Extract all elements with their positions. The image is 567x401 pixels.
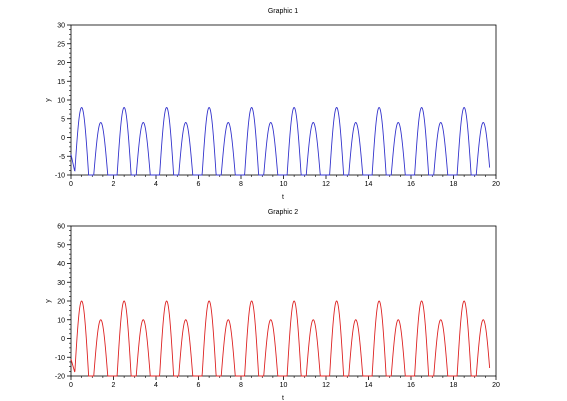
y-tick-label: 50 xyxy=(57,242,65,249)
x-tick-label: 6 xyxy=(197,382,201,389)
chart-title: Graphic 1 xyxy=(268,8,298,15)
plot-frame xyxy=(70,24,497,176)
x-tick-label: 16 xyxy=(407,382,415,389)
x-tick-label: 8 xyxy=(239,382,243,389)
y-tick-label: -20 xyxy=(55,374,65,381)
y-tick-label: 0 xyxy=(61,135,65,142)
y-tick-label: -10 xyxy=(55,173,65,180)
x-tick-label: 8 xyxy=(239,181,243,188)
axes xyxy=(70,24,497,176)
y-axis-label: y xyxy=(45,98,52,102)
y-tick-label: -5 xyxy=(59,154,65,161)
axes xyxy=(70,225,497,377)
x-tick-label: 14 xyxy=(365,382,373,389)
y-tick-label: 10 xyxy=(57,317,65,324)
y-tick-label: -10 xyxy=(55,355,65,362)
ticks: 0 2 4 6 8 10 12 14 16 18 20 -10 -5 0 5 10 15 20 25 30 xyxy=(55,23,500,189)
chart-panel-graphic-1: Graphic 1 t y 0 2 4 6 8 10 12 14 16 18 20 -10 -5 0 5 10… xyxy=(45,8,500,201)
x-tick-label: 6 xyxy=(197,181,201,188)
x-axis-label: t xyxy=(282,395,284,401)
x-tick-label: 12 xyxy=(322,382,330,389)
x-tick-label: 0 xyxy=(69,382,73,389)
y-tick-label: 5 xyxy=(61,116,65,123)
y-tick-label: 30 xyxy=(57,23,65,30)
x-tick-label: 14 xyxy=(365,181,373,188)
x-tick-label: 4 xyxy=(154,382,158,389)
y-tick-label: 15 xyxy=(57,79,65,86)
plot-frame xyxy=(70,225,497,377)
x-tick-label: 18 xyxy=(450,382,458,389)
series xyxy=(70,106,491,176)
x-tick-label: 2 xyxy=(112,382,116,389)
chart-title: Graphic 2 xyxy=(268,209,298,216)
x-tick-label: 16 xyxy=(407,181,415,188)
y-tick-label: 20 xyxy=(57,60,65,67)
series-line xyxy=(70,300,491,377)
y-tick-label: 0 xyxy=(61,336,65,343)
x-tick-label: 20 xyxy=(492,181,500,188)
x-tick-label: 0 xyxy=(69,181,73,188)
y-tick-label: 30 xyxy=(57,280,65,287)
x-tick-label: 10 xyxy=(280,382,288,389)
series-line xyxy=(70,106,491,176)
chart-panel-graphic-2: Graphic 2 t y 0 2 4 6 8 10 12 14 16 18 20 -20 -10 0 10… xyxy=(45,209,500,401)
x-tick-label: 2 xyxy=(112,181,116,188)
y-axis-label: y xyxy=(45,299,52,303)
y-tick-label: 40 xyxy=(57,261,65,268)
x-tick-label: 4 xyxy=(154,181,158,188)
y-tick-label: 25 xyxy=(57,41,65,48)
y-tick-label: 60 xyxy=(57,224,65,231)
y-tick-label: 10 xyxy=(57,98,65,105)
ticks: 0 2 4 6 8 10 12 14 16 18 20 -20 -10 0 10 20 30 40 50 60 xyxy=(55,224,500,390)
series xyxy=(70,300,491,377)
x-tick-label: 10 xyxy=(280,181,288,188)
x-tick-label: 12 xyxy=(322,181,330,188)
x-tick-label: 18 xyxy=(450,181,458,188)
x-axis-label: t xyxy=(282,194,284,201)
x-tick-label: 20 xyxy=(492,382,500,389)
y-tick-label: 20 xyxy=(57,299,65,306)
